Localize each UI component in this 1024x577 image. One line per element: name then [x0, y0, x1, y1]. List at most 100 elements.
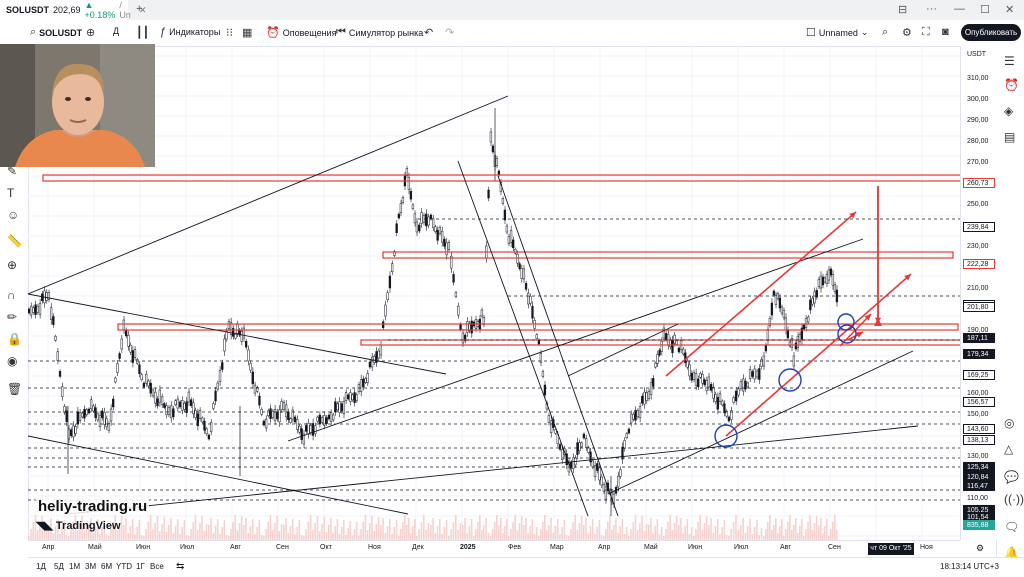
volume-bar — [721, 527, 723, 540]
alerts-panel-icon[interactable]: ⏰ — [1004, 78, 1019, 92]
notification-icon[interactable]: 🔔 — [1004, 546, 1019, 560]
volume-bar — [737, 530, 740, 540]
close-tab-icon[interactable]: ✕ — [138, 4, 147, 15]
lock-icon[interactable]: 🔒 — [7, 332, 22, 346]
volume-bar — [65, 535, 68, 540]
date-range-icon[interactable]: ⇆ — [176, 561, 185, 572]
signal-icon[interactable]: ((·)) — [1004, 492, 1024, 506]
volume-bar — [134, 534, 136, 540]
volume-bar — [598, 520, 601, 540]
range-button[interactable]: 6М — [101, 562, 113, 571]
trend-line — [607, 350, 914, 495]
time-tick: Сен — [276, 544, 289, 551]
target-icon[interactable]: ◎ — [1004, 416, 1015, 430]
ruler-icon[interactable]: 📏 — [7, 234, 22, 248]
volume-bar — [630, 529, 632, 540]
volume-bar — [684, 526, 687, 540]
settings-icon[interactable]: ⚙ — [976, 543, 985, 553]
calendar-icon[interactable]: ▤ — [1004, 130, 1016, 144]
magnet-icon[interactable]: ∩ — [7, 288, 16, 302]
interval-button[interactable]: Д — [113, 26, 120, 36]
lock-drawing-icon[interactable]: ✏ — [7, 310, 18, 324]
more-icon[interactable]: ··· — [926, 3, 937, 15]
drawings — [28, 95, 960, 517]
time-axis[interactable]: Апр Май Июн Июл Авг Сен Окт Ноя Дек 2025 Фев Мар Апр… — [28, 540, 984, 558]
browser-tab[interactable]: SOLUSDT 202,69 ▲ +0.18% / Un ✕ — [0, 0, 146, 20]
symbol-search[interactable]: ⌕ SOLUSDT — [30, 26, 82, 39]
range-button[interactable]: 5Д — [54, 562, 64, 571]
candle-body — [701, 373, 704, 384]
compare-icon[interactable]: ⊕ — [86, 27, 96, 39]
price-label: 156,57 — [963, 396, 995, 407]
volume-bar — [358, 536, 360, 540]
candle-body — [447, 242, 451, 250]
replay-button[interactable]: ⏮ Симулятор рынка — [336, 26, 423, 39]
layout-name-button[interactable]: ☐ Unnamed ⌄ — [806, 26, 868, 39]
price-tick: 250,00 — [967, 200, 989, 208]
menu-icon[interactable]: ⊟ — [898, 4, 908, 16]
emoji-icon[interactable]: ☺ — [7, 208, 20, 222]
camera-icon[interactable]: ◙ — [942, 26, 949, 38]
volume-bar — [74, 515, 77, 540]
level-zone — [117, 323, 959, 331]
candle-body — [368, 361, 372, 368]
candle-body — [641, 395, 644, 404]
close-window-icon[interactable]: ✕ — [1005, 4, 1015, 16]
redo-icon[interactable]: ↷ — [445, 27, 455, 39]
volume-bars — [28, 515, 838, 540]
candle-body — [253, 384, 257, 394]
price-chart[interactable] — [28, 46, 960, 540]
range-button[interactable]: YTD — [116, 562, 132, 571]
price-tick: 310,00 — [967, 74, 989, 82]
gear-icon[interactable]: ⚙ — [902, 27, 912, 39]
brush-icon[interactable]: ✎ — [7, 164, 18, 178]
range-button[interactable]: Все — [150, 562, 164, 571]
volume-bar — [690, 527, 693, 540]
trash-icon[interactable]: 🗑 — [7, 382, 23, 396]
maximize-icon[interactable]: ☐ — [980, 4, 990, 16]
layers-icon[interactable]: ◈ — [1004, 104, 1014, 118]
zoom-in-icon[interactable]: ⊕ — [7, 258, 18, 272]
templates-icon[interactable]: ⁝⁝ — [226, 27, 233, 39]
layout-grid-icon[interactable]: ▦ — [242, 27, 253, 39]
volume-bar — [714, 526, 717, 540]
publish-button[interactable]: Опубликовать — [961, 24, 1021, 41]
chat-icon-2[interactable]: 🗨 — [1004, 520, 1020, 534]
candle-body — [271, 410, 274, 418]
volume-bar — [314, 523, 316, 540]
candle-body — [512, 239, 515, 249]
volume-bar — [408, 518, 410, 540]
candle-body — [807, 316, 810, 323]
price-scale[interactable]: USDT 310,00 300,00 290,00 280,00 270,00 250,0… — [960, 46, 997, 540]
quick-search-icon[interactable]: ⌕ — [882, 26, 889, 38]
candle-body — [516, 253, 519, 264]
candle-body — [835, 289, 839, 303]
indicators-button[interactable]: ƒ Индикаторы — [160, 26, 220, 38]
volume-bar — [550, 518, 552, 540]
alerts-button[interactable]: ⏰ Оповещения — [266, 26, 336, 39]
text-icon[interactable]: T — [7, 186, 15, 200]
candle-body — [395, 223, 398, 233]
range-button[interactable]: 1Г — [136, 562, 145, 571]
volume-bar — [267, 522, 270, 540]
fullscreen-icon[interactable]: ⛶ — [922, 26, 930, 38]
tradingview-logo: ◥◣ TradingView — [36, 519, 121, 533]
range-button[interactable]: 1М — [69, 562, 81, 571]
triangle-icon[interactable]: △ — [1004, 442, 1014, 456]
minimize-icon[interactable]: — — [954, 3, 965, 15]
volume-bar — [556, 519, 559, 540]
undo-icon[interactable]: ↶ — [424, 27, 434, 39]
trend-line — [28, 95, 509, 295]
candles-icon[interactable]: ┃┃ — [136, 27, 150, 39]
range-button[interactable]: 3М — [85, 562, 97, 571]
volume-bar — [81, 516, 83, 540]
eye-icon[interactable]: ◉ — [7, 354, 18, 368]
candle-body — [727, 416, 731, 422]
volume-bar — [412, 526, 414, 540]
watchlist-icon[interactable]: ☰ — [1004, 54, 1015, 68]
new-tab-icon[interactable]: + — [136, 3, 143, 15]
range-button[interactable]: 1Д — [36, 562, 46, 571]
candle-body — [794, 342, 798, 350]
candle-body — [296, 419, 299, 430]
chat-icon[interactable]: 💬 — [1004, 470, 1019, 484]
